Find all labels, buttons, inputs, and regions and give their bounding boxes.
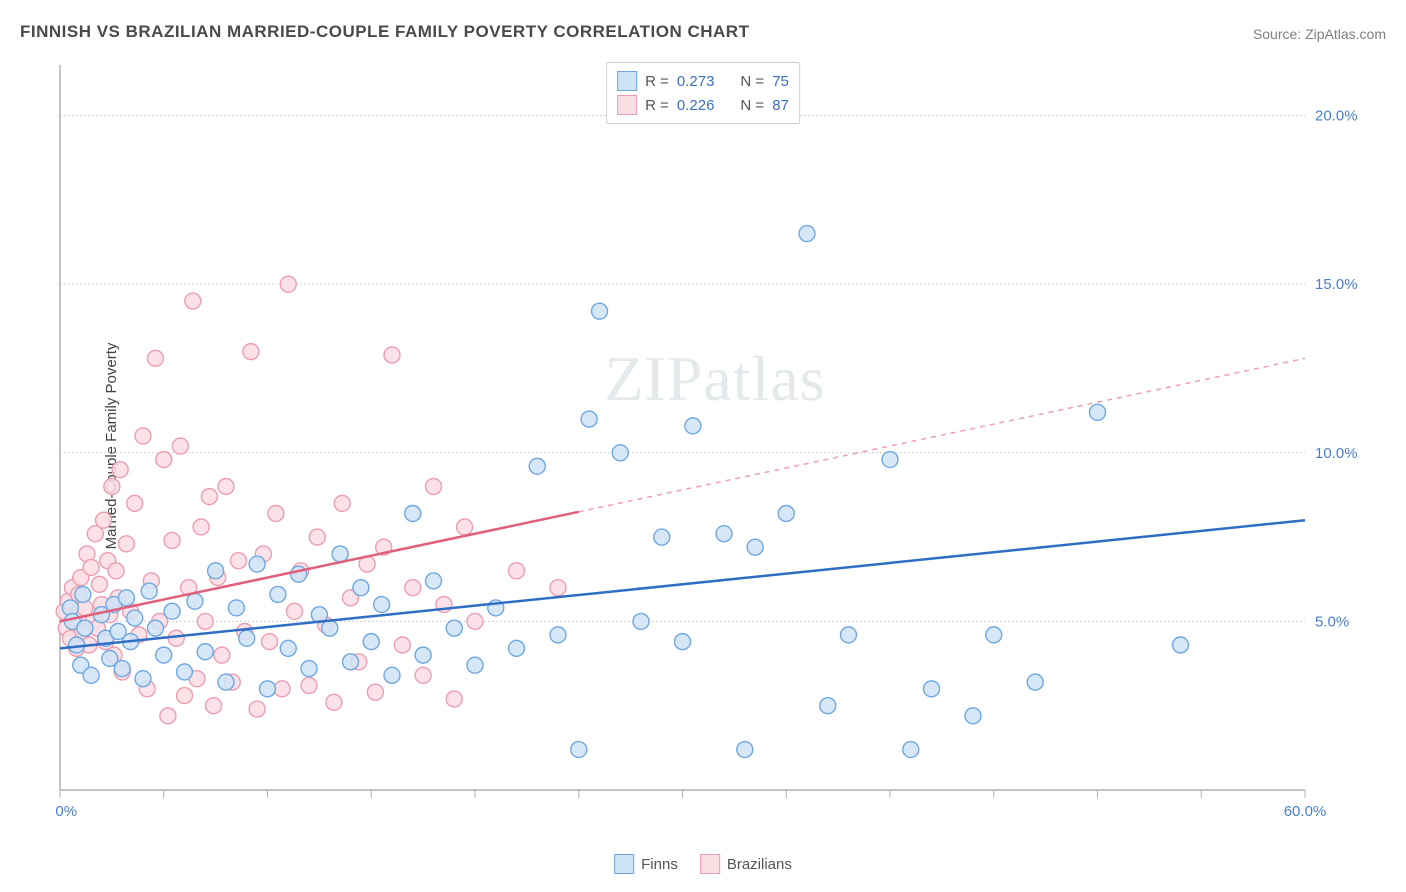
legend-swatch: [617, 95, 637, 115]
r-label: R =: [645, 97, 669, 114]
series-legend: Finns Brazilians: [614, 854, 792, 874]
svg-text:15.0%: 15.0%: [1315, 276, 1358, 293]
svg-text:10.0%: 10.0%: [1315, 445, 1358, 462]
plot-area: ZIPatlas 5.0%10.0%15.0%20.0%0.0%60.0%: [55, 60, 1375, 820]
svg-text:20.0%: 20.0%: [1315, 108, 1358, 125]
legend-swatch: [700, 854, 720, 874]
source-attribution: Source: ZipAtlas.com: [1253, 26, 1386, 42]
legend-swatch: [614, 854, 634, 874]
correlation-legend-row: R = 0.226 N = 87: [617, 93, 789, 117]
r-value: 0.226: [677, 97, 715, 114]
n-label: N =: [740, 97, 764, 114]
series-name: Brazilians: [727, 856, 792, 873]
svg-text:5.0%: 5.0%: [1315, 613, 1349, 630]
legend-swatch: [617, 71, 637, 91]
r-label: R =: [645, 73, 669, 90]
svg-text:60.0%: 60.0%: [1284, 803, 1327, 820]
series-name: Finns: [641, 856, 678, 873]
correlation-legend-row: R = 0.273 N = 75: [617, 69, 789, 93]
series-legend-item: Brazilians: [700, 854, 792, 874]
chart-container: FINNISH VS BRAZILIAN MARRIED-COUPLE FAMI…: [0, 0, 1406, 892]
chart-title: FINNISH VS BRAZILIAN MARRIED-COUPLE FAMI…: [20, 22, 749, 42]
n-value: 87: [772, 97, 789, 114]
series-legend-item: Finns: [614, 854, 678, 874]
correlation-legend: R = 0.273 N = 75 R = 0.226 N = 87: [606, 62, 800, 124]
chart-svg: 5.0% 10.0% 15.0% 20.0% 0.0% 60.0%: [55, 60, 1375, 850]
n-label: N =: [740, 73, 764, 90]
r-value: 0.273: [677, 73, 715, 90]
svg-text:0.0%: 0.0%: [55, 803, 77, 820]
n-value: 75: [772, 73, 789, 90]
